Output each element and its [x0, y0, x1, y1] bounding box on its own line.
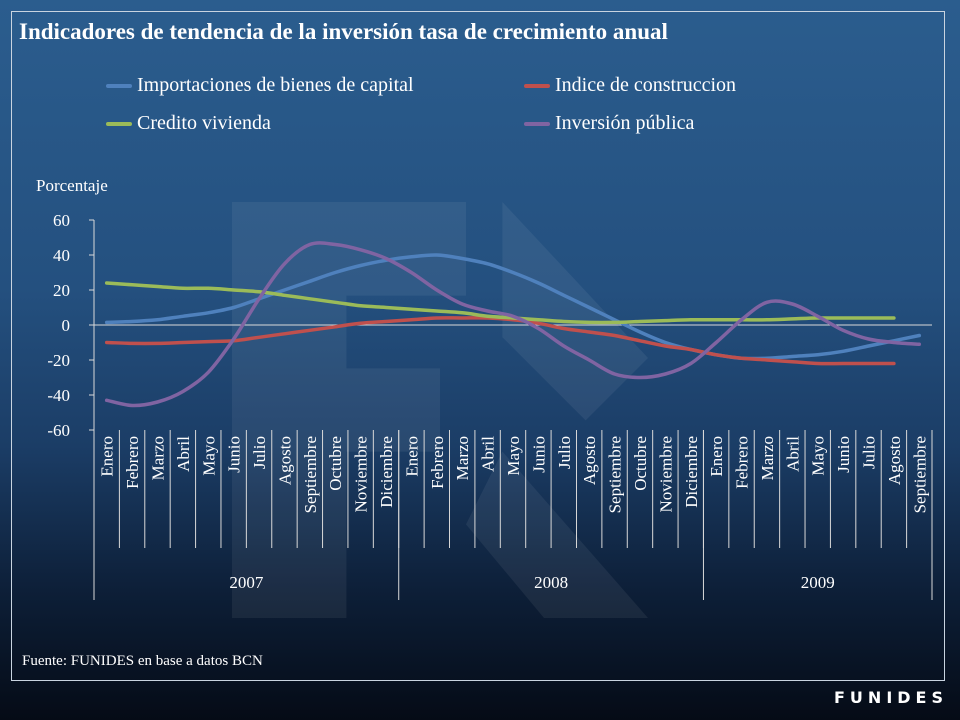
legend-item-credito: Credito vivienda	[106, 112, 271, 135]
y-tick-label: -20	[47, 351, 70, 370]
legend-label: Inversión pública	[555, 112, 695, 134]
legend-swatch-green	[106, 121, 132, 126]
x-tick-label: Mayo	[809, 436, 828, 476]
year-label: 2009	[801, 573, 835, 592]
legend-swatch-red	[524, 83, 550, 88]
x-tick-label: Febrero	[428, 436, 447, 489]
y-tick-label: 40	[53, 246, 70, 265]
legend-label: Credito vivienda	[137, 112, 271, 134]
x-tick-label: Abril	[479, 436, 498, 472]
x-tick-label: Junio	[834, 436, 853, 473]
x-tick-label: Mayo	[199, 436, 218, 476]
y-tick-label: 60	[53, 211, 70, 230]
y-tick-label: -60	[47, 421, 70, 440]
x-tick-label: Septiembre	[910, 436, 929, 513]
x-tick-label: Diciembre	[682, 436, 701, 508]
y-tick-label: 20	[53, 281, 70, 300]
x-tick-label: Octubre	[631, 436, 650, 491]
year-label: 2007	[229, 573, 264, 592]
legend-label: Importaciones de bienes de capital	[137, 74, 414, 96]
year-label: 2008	[534, 573, 568, 592]
x-tick-label: Febrero	[123, 436, 142, 489]
x-tick-label: Julio	[555, 436, 574, 469]
x-tick-label: Octubre	[326, 436, 345, 491]
x-tick-label: Agosto	[275, 436, 294, 485]
x-tick-label: Septiembre	[606, 436, 625, 513]
x-tick-label: Enero	[707, 436, 726, 477]
x-tick-label: Julio	[250, 436, 269, 469]
x-tick-label: Enero	[402, 436, 421, 477]
x-tick-label: Julio	[860, 436, 879, 469]
legend-item-inversion: Inversión pública	[524, 112, 694, 135]
slide-frame	[11, 11, 945, 681]
series-line-importaciones-de-bienes-de-capital	[104, 253, 922, 361]
chart-title: Indicadores de tendencia de la inversión…	[19, 19, 668, 44]
x-tick-label: Noviembre	[352, 436, 371, 512]
y-tick-label: -40	[47, 386, 70, 405]
logo-watermark	[232, 202, 648, 618]
x-tick-label: Marzo	[758, 436, 777, 480]
x-tick-label: Agosto	[885, 436, 904, 485]
source-note: Fuente: FUNIDES en base a datos BCN	[22, 653, 263, 669]
x-tick-label: Septiembre	[301, 436, 320, 513]
x-tick-label: Abril	[783, 436, 802, 472]
x-tick-label: Abril	[174, 436, 193, 472]
x-tick-label: Junio	[225, 436, 244, 473]
x-tick-label: Marzo	[148, 436, 167, 480]
x-tick-label: Enero	[98, 436, 117, 477]
x-tick-label: Marzo	[453, 436, 472, 480]
x-tick-label: Noviembre	[656, 436, 675, 512]
y-tick-label: 0	[62, 316, 71, 335]
legend-label: Indice de construccion	[555, 74, 737, 96]
series-line-credito-vivienda	[104, 281, 896, 325]
x-tick-label: Diciembre	[377, 436, 396, 508]
series-line-inversi-n-p-blica	[104, 241, 922, 408]
x-tick-label: Junio	[529, 436, 548, 473]
y-axis-label: Porcentaje	[36, 176, 108, 195]
x-tick-label: Agosto	[580, 436, 599, 485]
brand-logo: FUNIDES	[834, 688, 948, 707]
x-tick-label: Febrero	[733, 436, 752, 489]
legend-swatch-blue	[106, 83, 132, 88]
x-tick-label: Mayo	[504, 436, 523, 476]
legend-item-construccion: Indice de construccion	[524, 74, 736, 97]
legend-swatch-purple	[524, 121, 550, 126]
legend-item-importaciones: Importaciones de bienes de capital	[106, 74, 414, 97]
